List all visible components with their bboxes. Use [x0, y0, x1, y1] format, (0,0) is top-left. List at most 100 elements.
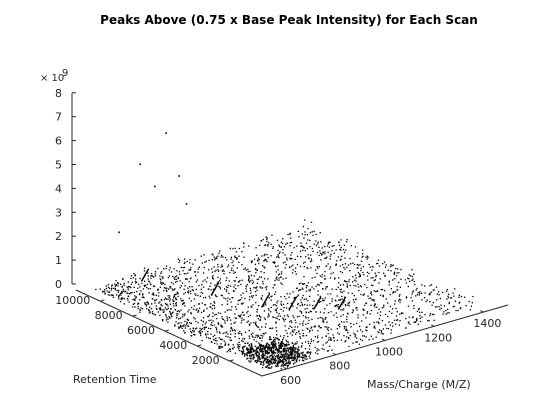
- data-point: [293, 247, 295, 249]
- data-point: [472, 295, 474, 298]
- data-point: [336, 339, 338, 341]
- data-point: [393, 319, 396, 321]
- data-point: [294, 298, 296, 300]
- data-point: [222, 332, 224, 334]
- data-point: [276, 334, 278, 336]
- data-point: [347, 264, 350, 266]
- data-point: [399, 301, 401, 303]
- data-point: [295, 297, 297, 299]
- data-point: [316, 266, 318, 268]
- data-point: [200, 333, 202, 335]
- data-point: [217, 270, 220, 272]
- data-point: [286, 357, 288, 360]
- data-point: [273, 354, 275, 357]
- data-point: [273, 316, 275, 319]
- data-point: [362, 265, 365, 268]
- data-point: [121, 292, 123, 295]
- data-point: [267, 307, 270, 310]
- data-point: [191, 289, 193, 291]
- data-point: [268, 344, 270, 346]
- data-point: [263, 348, 265, 350]
- data-point: [211, 325, 213, 327]
- data-point: [190, 267, 192, 269]
- data-point: [271, 352, 273, 355]
- data-point: [307, 342, 310, 345]
- data-point: [283, 358, 285, 360]
- data-point: [194, 328, 197, 330]
- data-point: [258, 314, 260, 316]
- data-point: [258, 305, 260, 307]
- data-point: [325, 265, 328, 267]
- data-point: [260, 334, 262, 336]
- data-point: [326, 256, 328, 258]
- data-point: [379, 314, 381, 317]
- data-point: [226, 277, 228, 279]
- data-point: [173, 288, 175, 291]
- data-point: [180, 322, 182, 324]
- data-point: [411, 269, 413, 271]
- data-point: [204, 326, 206, 328]
- data-point: [214, 339, 217, 342]
- data-point: [349, 270, 351, 272]
- data-point: [272, 347, 274, 349]
- data-point: [268, 309, 270, 311]
- data-point: [169, 310, 171, 313]
- data-point: [307, 300, 309, 302]
- data-point: [309, 261, 312, 263]
- data-point: [298, 346, 300, 348]
- data-point: [288, 343, 290, 346]
- data-point: [307, 227, 309, 230]
- data-point: [177, 323, 179, 325]
- data-point: [381, 320, 384, 322]
- data-point: [366, 311, 369, 313]
- data-point: [253, 258, 256, 260]
- data-point: [178, 175, 180, 177]
- data-point: [317, 330, 319, 332]
- data-point: [182, 299, 184, 301]
- data-point: [251, 261, 253, 264]
- data-point: [276, 311, 278, 314]
- data-point: [249, 270, 251, 273]
- data-point: [231, 328, 233, 330]
- data-point: [412, 278, 414, 280]
- data-point: [337, 332, 339, 334]
- data-point: [302, 225, 304, 228]
- data-point: [227, 349, 230, 351]
- data-point: [109, 291, 111, 293]
- data-point: [199, 327, 201, 329]
- data-point: [176, 270, 178, 272]
- data-point: [333, 340, 335, 342]
- data-point: [234, 352, 236, 354]
- data-point: [208, 288, 210, 290]
- data-point: [311, 329, 313, 331]
- data-point: [274, 309, 276, 311]
- data-point: [408, 278, 410, 280]
- data-point: [214, 294, 217, 296]
- data-point: [344, 268, 346, 270]
- data-point: [320, 327, 322, 329]
- data-point: [355, 298, 357, 300]
- data-point: [225, 286, 228, 288]
- data-point: [289, 332, 292, 334]
- data-point: [369, 266, 371, 268]
- data-point: [280, 246, 282, 248]
- data-point: [300, 242, 302, 244]
- data-point: [240, 322, 242, 324]
- data-point: [339, 326, 341, 328]
- data-point: [261, 348, 264, 350]
- data-point: [307, 317, 309, 319]
- data-point: [148, 280, 150, 282]
- data-point: [276, 279, 278, 281]
- data-point: [220, 324, 222, 326]
- data-point: [280, 241, 283, 243]
- data-point: [202, 272, 205, 274]
- data-point: [284, 261, 286, 263]
- data-point: [314, 346, 316, 349]
- data-point: [201, 262, 203, 264]
- data-point: [316, 337, 319, 339]
- data-point: [283, 306, 285, 309]
- data-point: [228, 280, 230, 282]
- data-point: [334, 305, 336, 308]
- data-point: [279, 350, 281, 352]
- data-point: [322, 321, 324, 323]
